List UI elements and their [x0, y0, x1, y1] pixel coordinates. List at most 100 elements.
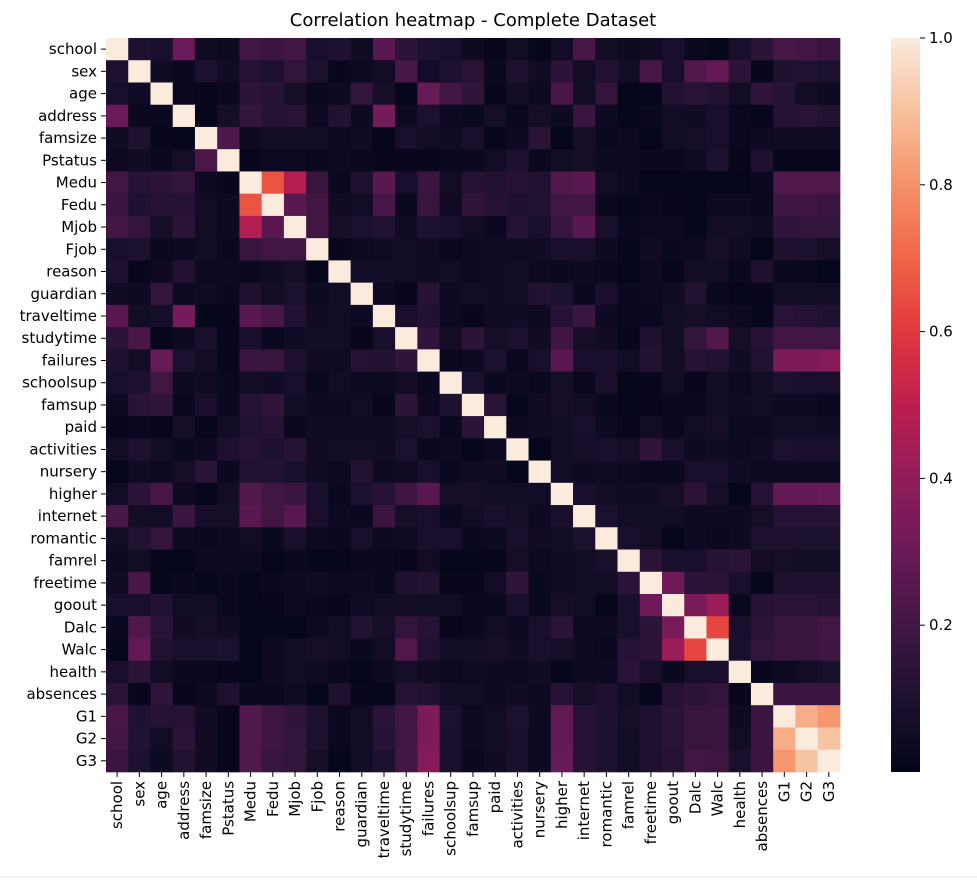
heatmap-cell	[306, 104, 329, 128]
heatmap-cell	[439, 82, 463, 106]
heatmap-cell	[350, 171, 374, 195]
heatmap-cell	[239, 126, 263, 150]
heatmap-cell	[239, 438, 263, 461]
heatmap-cell	[528, 705, 552, 728]
heatmap-cell	[128, 482, 151, 506]
heatmap-cell	[795, 215, 819, 239]
heatmap-cell	[573, 682, 596, 706]
heatmap-cell	[595, 193, 618, 217]
heatmap-cell	[795, 171, 819, 195]
x-tick-label: paid	[486, 781, 504, 813]
heatmap-cell	[372, 705, 396, 728]
heatmap-cell	[550, 82, 574, 106]
heatmap-cell	[773, 260, 796, 284]
heatmap-cell	[550, 126, 574, 150]
heatmap-cell	[550, 393, 574, 417]
heatmap-cell	[684, 594, 707, 617]
heatmap-cell	[372, 349, 396, 372]
heatmap-cell	[573, 749, 596, 773]
heatmap-cell	[350, 371, 374, 395]
heatmap-cell	[194, 749, 218, 773]
heatmap-cell	[528, 571, 552, 595]
heatmap-cell	[461, 327, 485, 350]
heatmap-cell	[484, 460, 507, 484]
heatmap-cell	[150, 393, 174, 417]
heatmap-cell	[773, 327, 796, 350]
heatmap-cell	[595, 260, 618, 284]
heatmap-cell	[728, 171, 752, 195]
heatmap-cell	[283, 638, 307, 662]
heatmap-cell	[261, 616, 285, 639]
heatmap-cell	[484, 438, 507, 461]
heatmap-cell	[550, 749, 574, 773]
heatmap-cell	[372, 438, 396, 461]
heatmap-cell	[306, 282, 329, 306]
heatmap-cell	[261, 660, 285, 684]
heatmap-cell	[283, 238, 307, 261]
heatmap-cell	[795, 238, 819, 261]
heatmap-cell	[773, 149, 796, 172]
heatmap-cell	[550, 215, 574, 239]
heatmap-cell	[194, 282, 218, 306]
x-tick-label: Fjob	[308, 781, 326, 813]
heatmap-cell	[439, 660, 463, 684]
heatmap-cell	[795, 727, 819, 751]
heatmap-cell	[795, 505, 819, 528]
heatmap-cell	[684, 82, 707, 106]
heatmap-cell	[106, 416, 129, 439]
heatmap-cell	[128, 638, 151, 662]
heatmap-cell	[172, 482, 196, 506]
heatmap-cell	[461, 38, 485, 61]
heatmap-cell	[573, 238, 596, 261]
heatmap-cell	[128, 460, 151, 484]
heatmap-cell	[439, 215, 463, 239]
heatmap-cell	[239, 393, 263, 417]
heatmap-cell	[194, 727, 218, 751]
heatmap-cell	[194, 193, 218, 217]
heatmap-cell	[706, 682, 730, 706]
heatmap-cell	[595, 682, 618, 706]
heatmap-cell	[506, 705, 529, 728]
heatmap-cell	[617, 38, 641, 61]
heatmap-cell	[172, 438, 196, 461]
heatmap-cell	[283, 571, 307, 595]
heatmap-cell	[417, 705, 440, 728]
heatmap-cell	[372, 126, 396, 150]
heatmap-cell	[550, 727, 574, 751]
heatmap-cell	[617, 682, 641, 706]
heatmap-cell	[261, 393, 285, 417]
heatmap-cell	[506, 438, 529, 461]
heatmap-cell	[506, 616, 529, 639]
heatmap-cell	[639, 393, 663, 417]
heatmap-cell	[484, 282, 507, 306]
heatmap-cell	[128, 349, 151, 372]
heatmap-cell	[172, 171, 196, 195]
heatmap-cell	[506, 60, 529, 83]
heatmap-cell	[595, 660, 618, 684]
heatmap-cell	[328, 215, 352, 239]
heatmap-cell	[417, 327, 440, 350]
heatmap-cell	[261, 705, 285, 728]
heatmap-cell	[750, 393, 774, 417]
heatmap-cell	[728, 327, 752, 350]
heatmap-cell	[461, 594, 485, 617]
heatmap-cell	[350, 416, 374, 439]
heatmap-cell	[617, 594, 641, 617]
heatmap-cell	[172, 527, 196, 550]
heatmap-cell	[128, 260, 151, 284]
heatmap-cell	[617, 727, 641, 751]
heatmap-cell	[261, 193, 285, 217]
heatmap-cell	[684, 171, 707, 195]
heatmap-cell	[706, 482, 730, 506]
heatmap-cell	[217, 371, 240, 395]
heatmap-cell	[217, 349, 240, 372]
heatmap-cell	[283, 460, 307, 484]
heatmap-cell	[217, 215, 240, 239]
heatmap-cell	[239, 215, 263, 239]
heatmap-cell	[261, 60, 285, 83]
heatmap-cell	[106, 682, 129, 706]
heatmap-cell	[350, 238, 374, 261]
heatmap-cell	[573, 416, 596, 439]
heatmap-cell	[306, 193, 329, 217]
heatmap-cell	[194, 438, 218, 461]
